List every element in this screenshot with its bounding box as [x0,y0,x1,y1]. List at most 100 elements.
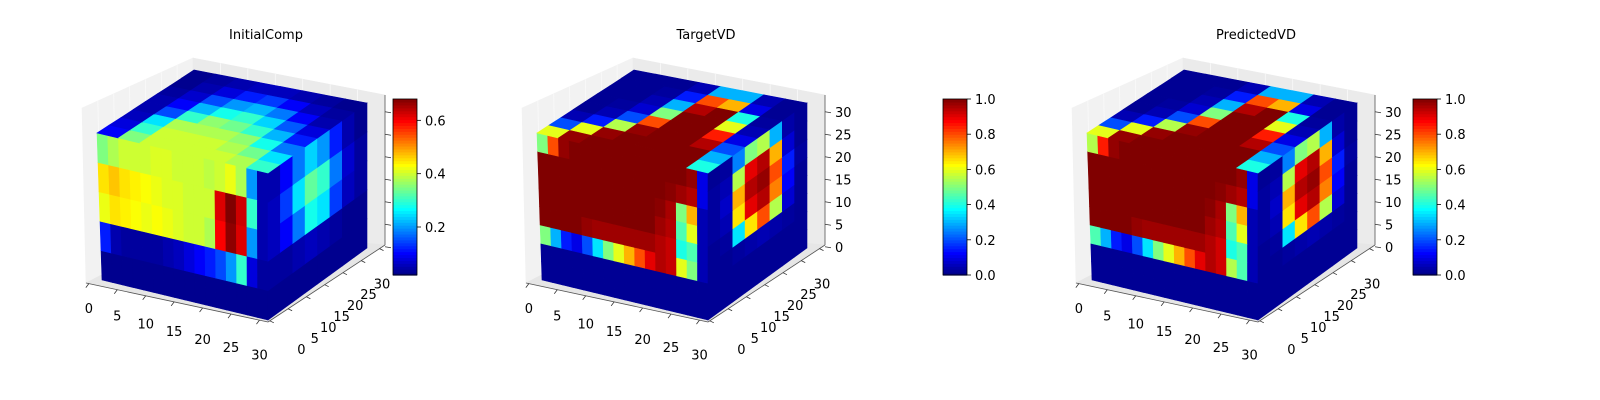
colorbar-segment [943,239,967,244]
colorbar-segment [943,157,967,162]
front-face-cell [622,189,635,211]
front-face-cell [139,142,152,176]
colorbar-segment [943,160,967,165]
front-face-cell [214,218,227,252]
front-face-cell [634,265,646,287]
front-face-cell [561,266,574,288]
colorbar-segment [393,207,417,212]
colorbar-segment [943,134,967,138]
front-face-cell [634,283,647,306]
front-face-cell [622,152,634,175]
front-face-cell [111,252,124,286]
front-face-cell [129,169,142,203]
z-tick-label: 0 [1385,241,1393,256]
front-face-cell [644,249,657,272]
front-face-cell [246,167,258,201]
colorbar-segment [943,128,967,132]
front-face-cell [696,170,709,192]
colorbar-tick-label: 0.6 [425,114,446,129]
front-face-cell [1122,268,1134,291]
colorbar-segment [1413,192,1437,197]
front-face-cell [1214,162,1227,185]
colorbar-segment [1413,184,1437,188]
front-face-cell [548,171,561,194]
front-face-cell [1109,192,1122,215]
y-tick [306,296,311,300]
x-tick-label: 15 [166,325,183,340]
z-tick [1374,178,1382,181]
front-face-cell [1215,254,1227,277]
z-tick [384,223,392,226]
colorbar-segment [1413,157,1437,162]
front-face-cell [140,172,153,205]
front-face-cell [1091,261,1103,283]
colorbar-frame [392,98,418,276]
colorbar-segment [943,104,967,109]
x-tick [1217,313,1222,319]
colorbar-segment [393,143,417,147]
z-tick [384,133,392,136]
front-face-cell [150,145,163,178]
top-face-cell [332,98,368,113]
front-face-cell [675,183,688,206]
colorbar-segment [393,272,417,276]
y-tick-label: 20 [1337,299,1354,314]
front-face-cell [110,223,123,256]
front-face-cell [1090,242,1103,265]
front-face-cell [665,291,678,313]
x-axis-line [85,282,269,323]
front-face-cell [1100,245,1113,267]
x-tick [170,301,175,307]
colorbar-segment [393,122,417,126]
front-face-cell [183,240,196,274]
front-face-cell [570,195,582,217]
front-face-cell [193,213,206,247]
front-face-cell [1108,137,1120,160]
front-face-cell [1183,191,1195,214]
front-face-cell [246,255,258,289]
front-face-cell [601,202,614,225]
front-face-cell [1247,280,1259,302]
front-face-cell [613,278,626,301]
front-face-cell [172,208,185,242]
front-face-cell [1110,211,1122,233]
colorbar: 0.0 0.2 0.4 0.6 0.8 1.0 [942,93,996,284]
front-face-cell [645,286,657,308]
colorbar-segment [1413,228,1437,232]
panel-title: InitialComp [229,28,303,43]
front-face-cell [1162,186,1174,209]
front-face-cell [194,272,207,306]
front-face-cell [1226,275,1238,297]
front-face-cell [173,267,186,301]
front-face-cell [1193,157,1206,180]
colorbar-segment [943,198,967,203]
front-face-cell [1183,173,1195,196]
front-face-cell [1172,189,1185,211]
front-face-cell [1120,213,1133,236]
x-tick-label: 0 [525,302,533,317]
front-face-cell [624,281,636,303]
x-tick [227,313,232,319]
front-face-cell [1194,212,1206,235]
front-face-cell [686,259,698,282]
front-face-cell [1151,202,1164,225]
front-face-cell [1184,247,1196,269]
colorbar-frame [1412,98,1438,276]
colorbar-segment [1413,187,1437,191]
x-tick-label: 5 [553,310,561,325]
z-tick-label: 0 [835,241,843,256]
y-tick-label: 5 [311,332,319,347]
colorbar-segment [393,260,417,264]
front-face-cell [550,245,563,267]
front-face-cell [100,250,113,283]
x-axis-line [1075,282,1259,323]
front-face-cell [160,147,173,181]
front-face-cell [1162,223,1175,246]
colorbar-segment [943,231,967,235]
y-tick-label: 25 [800,288,817,303]
front-face-cell [633,191,645,214]
front-face-cell [558,156,571,178]
colorbar-segment [1413,233,1437,238]
front-face-cell [549,190,561,212]
colorbar-segment [943,110,967,115]
